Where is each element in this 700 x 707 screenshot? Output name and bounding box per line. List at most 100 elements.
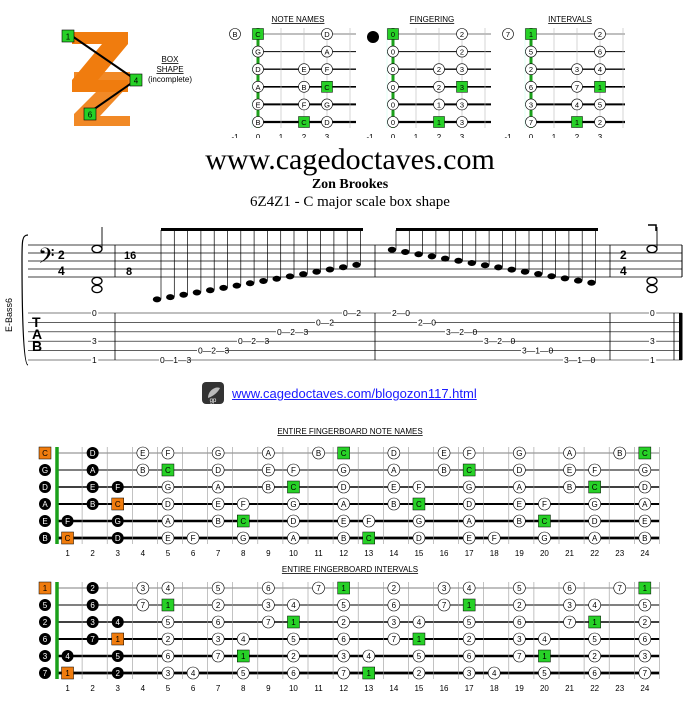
- root-note-label: 1: [542, 652, 547, 661]
- scale-note-label: A: [165, 517, 171, 526]
- scale-note: [161, 446, 175, 460]
- scale-note-label: 2: [392, 584, 397, 593]
- page-subtitle: 6Z4Z1 - C major scale box shape: [250, 194, 450, 210]
- root-note: [638, 581, 652, 595]
- note-head: [467, 260, 476, 266]
- scale-note-label: E: [567, 466, 572, 475]
- root-note: [161, 463, 175, 477]
- note-head: [245, 280, 255, 287]
- scale-note: [412, 514, 426, 528]
- fret-number: 19: [515, 549, 524, 558]
- scale-note-label: 5: [341, 601, 346, 610]
- scale-note-label: 4: [191, 669, 196, 678]
- box-note: [111, 532, 124, 544]
- note-head: [480, 262, 490, 269]
- mini-note-label: A: [255, 83, 260, 92]
- scale-note-label: 7: [316, 584, 321, 593]
- fret-number: 5: [166, 549, 171, 558]
- scale-note: [387, 615, 401, 629]
- box-note-label: F: [65, 517, 70, 526]
- root-note-label: C: [466, 466, 472, 475]
- scale-note-label: 3: [266, 601, 271, 610]
- scale-note-label: 2: [467, 635, 472, 644]
- mini-note: [321, 116, 333, 128]
- mini-fret-label: 1: [414, 133, 419, 138]
- root-note: [61, 531, 74, 545]
- fingering-title: FINGERING: [410, 15, 454, 24]
- box-note: [61, 515, 74, 527]
- scale-note-label: E: [165, 534, 170, 543]
- scale-note-label: G: [290, 500, 296, 509]
- open-note-label: D: [42, 483, 48, 492]
- scale-note: [337, 480, 350, 494]
- mini-note-label: 7: [529, 118, 533, 127]
- scale-note: [161, 649, 175, 663]
- mini-fret-label: 3: [460, 133, 465, 138]
- note-head: [259, 278, 268, 284]
- fret-number: 5: [166, 684, 171, 693]
- time-sig-bottom: 4: [58, 264, 65, 278]
- root-note-label: 1: [467, 601, 472, 610]
- half-note-head: [646, 276, 658, 286]
- mini-note-label: 5: [598, 100, 602, 109]
- scale-note: [462, 666, 476, 680]
- mini-note: [456, 98, 468, 111]
- scale-note-label: 6: [291, 669, 296, 678]
- root-note: [287, 615, 300, 629]
- intervals-title: INTERVALS: [548, 15, 592, 24]
- instrument-label: E-Bass6: [4, 298, 14, 332]
- mini-note-label: F: [325, 65, 330, 74]
- mini-note-label: 0: [391, 118, 395, 127]
- scale-note: [462, 649, 476, 663]
- scale-note: [588, 649, 601, 663]
- root-note: [412, 632, 426, 646]
- scale-note-label: 4: [492, 669, 497, 678]
- fret-number: 21: [565, 684, 574, 693]
- scale-note: [136, 598, 150, 612]
- fret-number: 11: [314, 684, 323, 693]
- note-head: [414, 251, 423, 258]
- scale-note: [462, 446, 476, 460]
- scale-note-label: F: [191, 534, 196, 543]
- segno-bracket: [648, 224, 657, 231]
- fret-number: 8: [241, 549, 246, 558]
- mini-root-note: [456, 81, 468, 93]
- mini-note: [525, 116, 537, 128]
- scale-note-label: 4: [467, 584, 472, 593]
- scale-note: [262, 581, 275, 595]
- root-note-label: C: [165, 466, 171, 475]
- mini-note: [298, 98, 310, 111]
- scale-note-label: D: [341, 483, 347, 492]
- mini-fret-label: 1: [552, 133, 557, 138]
- scale-note: [211, 632, 225, 646]
- fret-number: 20: [540, 549, 549, 558]
- open-note-label: 5: [43, 601, 48, 610]
- scale-note: [638, 463, 652, 477]
- mini-note-label: F: [302, 100, 307, 109]
- blog-link[interactable]: www.cagedoctaves.com/blogozon117.html: [232, 386, 477, 401]
- mini-note: [433, 98, 445, 111]
- scale-note-label: 7: [266, 618, 271, 627]
- mini-note: [594, 63, 606, 76]
- scale-note: [563, 615, 576, 629]
- open-note-label: C: [42, 449, 48, 458]
- scale-note-label: E: [441, 449, 446, 458]
- mini-note: [525, 63, 537, 76]
- box-note-label: D: [115, 534, 121, 543]
- root-note-label: C: [416, 500, 422, 509]
- mini-fret-label: 0: [256, 133, 261, 138]
- scale-note: [262, 463, 275, 477]
- scale-note: [161, 615, 175, 629]
- scale-note: [462, 581, 476, 595]
- scale-note: [588, 666, 601, 680]
- scale-note-label: A: [341, 500, 347, 509]
- scale-note: [513, 446, 526, 460]
- scale-note: [262, 480, 275, 494]
- box-note: [61, 650, 74, 662]
- scale-note: [563, 446, 576, 460]
- scale-note: [337, 649, 350, 663]
- tab-open-note: 3: [92, 336, 97, 346]
